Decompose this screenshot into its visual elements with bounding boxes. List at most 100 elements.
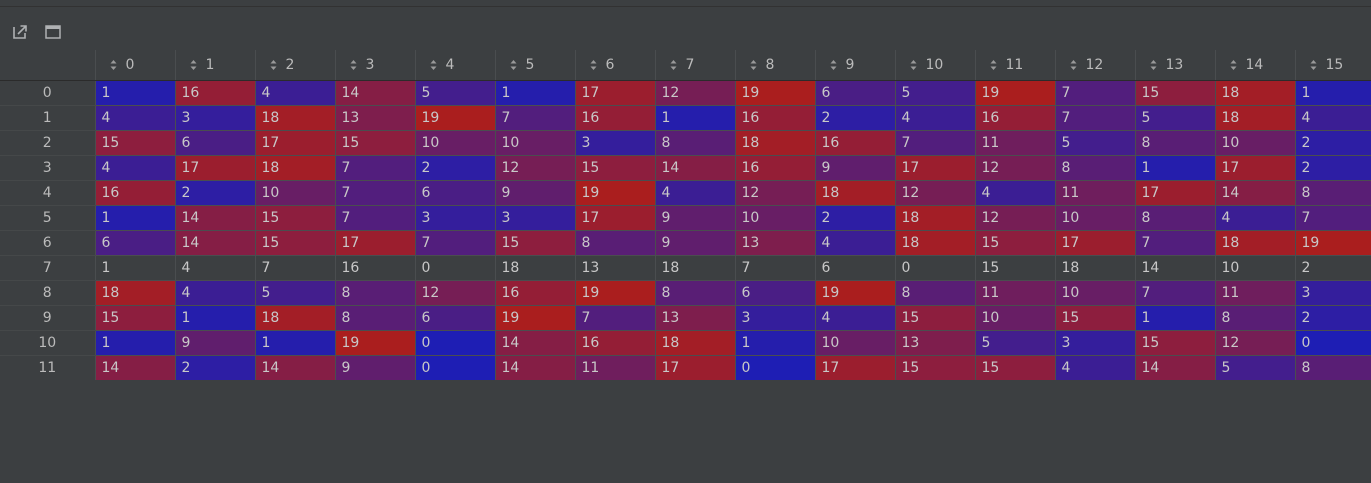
table-cell[interactable]: 4 — [1295, 105, 1371, 131]
table-cell[interactable]: 19 — [495, 305, 576, 331]
table-cell[interactable]: 15 — [1135, 80, 1216, 106]
table-cell[interactable]: 10 — [815, 330, 896, 356]
table-cell[interactable]: 3 — [575, 130, 656, 156]
column-header-0[interactable]: 0 — [95, 50, 176, 81]
column-header-10[interactable]: 10 — [895, 50, 976, 81]
table-cell[interactable]: 6 — [415, 305, 496, 331]
table-row[interactable]: 0 1 16 4 14 5 1 17 12 19 6 5 19 7 15 18 1 — [0, 80, 1371, 106]
table-cell[interactable]: 14 — [1135, 355, 1216, 380]
table-cell[interactable]: 18 — [655, 255, 736, 281]
row-header[interactable]: 1 — [0, 105, 96, 131]
table-cell[interactable]: 16 — [575, 330, 656, 356]
table-cell[interactable]: 9 — [495, 180, 576, 206]
table-cell[interactable]: 4 — [1055, 355, 1136, 380]
row-header[interactable]: 6 — [0, 230, 96, 256]
table-cell[interactable]: 10 — [255, 180, 336, 206]
table-cell[interactable]: 7 — [335, 180, 416, 206]
table-cell[interactable]: 18 — [1215, 105, 1296, 131]
table-cell[interactable]: 17 — [575, 80, 656, 106]
table-cell[interactable]: 17 — [1055, 230, 1136, 256]
sort-icon[interactable] — [270, 59, 277, 71]
table-cell[interactable]: 19 — [1295, 230, 1371, 256]
table-cell[interactable]: 9 — [175, 330, 256, 356]
table-cell[interactable]: 1 — [735, 330, 816, 356]
column-header-14[interactable]: 14 — [1215, 50, 1296, 81]
row-header[interactable]: 8 — [0, 280, 96, 306]
table-cell[interactable]: 12 — [735, 180, 816, 206]
table-cell[interactable]: 8 — [1295, 180, 1371, 206]
table-cell[interactable]: 8 — [1135, 205, 1216, 231]
table-cell[interactable]: 8 — [1055, 155, 1136, 181]
table-cell[interactable]: 15 — [255, 205, 336, 231]
table-cell[interactable]: 13 — [895, 330, 976, 356]
table-cell[interactable]: 19 — [975, 80, 1056, 106]
table-cell[interactable]: 10 — [495, 130, 576, 156]
table-cell[interactable]: 17 — [255, 130, 336, 156]
table-row[interactable]: 9 15 1 18 8 6 19 7 13 3 4 15 10 15 1 8 2 — [0, 305, 1371, 331]
table-cell[interactable]: 19 — [575, 280, 656, 306]
table-cell[interactable]: 18 — [95, 280, 176, 306]
table-cell[interactable]: 14 — [1215, 180, 1296, 206]
table-cell[interactable]: 18 — [495, 255, 576, 281]
table-cell[interactable]: 7 — [495, 105, 576, 131]
table-cell[interactable]: 4 — [655, 180, 736, 206]
sort-icon[interactable] — [1230, 59, 1237, 71]
table-cell[interactable]: 11 — [1055, 180, 1136, 206]
column-header-7[interactable]: 7 — [655, 50, 736, 81]
table-cell[interactable]: 8 — [575, 230, 656, 256]
table-cell[interactable]: 4 — [175, 255, 256, 281]
table-cell[interactable]: 7 — [335, 155, 416, 181]
column-header-8[interactable]: 8 — [735, 50, 816, 81]
table-cell[interactable]: 16 — [95, 180, 176, 206]
table-cell[interactable]: 15 — [95, 305, 176, 331]
table-cell[interactable]: 1 — [95, 255, 176, 281]
table-cell[interactable]: 5 — [415, 80, 496, 106]
table-cell[interactable]: 18 — [655, 330, 736, 356]
table-cell[interactable]: 2 — [1295, 155, 1371, 181]
table-cell[interactable]: 6 — [175, 130, 256, 156]
table-cell[interactable]: 17 — [1215, 155, 1296, 181]
sort-icon[interactable] — [430, 59, 437, 71]
table-cell[interactable]: 18 — [255, 155, 336, 181]
table-cell[interactable]: 16 — [495, 280, 576, 306]
table-cell[interactable]: 19 — [815, 280, 896, 306]
table-row[interactable]: 2 15 6 17 15 10 10 3 8 18 16 7 11 5 8 10 2 — [0, 130, 1371, 156]
table-cell[interactable]: 9 — [335, 355, 416, 380]
table-cell[interactable]: 2 — [815, 105, 896, 131]
table-cell[interactable]: 15 — [95, 130, 176, 156]
table-cell[interactable]: 11 — [975, 130, 1056, 156]
table-cell[interactable]: 15 — [575, 155, 656, 181]
table-cell[interactable]: 15 — [1055, 305, 1136, 331]
column-header-1[interactable]: 1 — [175, 50, 256, 81]
table-cell[interactable]: 5 — [1135, 105, 1216, 131]
table-cell[interactable]: 10 — [1055, 205, 1136, 231]
table-cell[interactable]: 1 — [1135, 305, 1216, 331]
maximize-button[interactable] — [41, 20, 65, 44]
table-cell[interactable]: 7 — [1135, 230, 1216, 256]
table-cell[interactable]: 12 — [975, 205, 1056, 231]
table-cell[interactable]: 10 — [975, 305, 1056, 331]
table-cell[interactable]: 1 — [255, 330, 336, 356]
table-cell[interactable]: 5 — [1055, 130, 1136, 156]
table-cell[interactable]: 12 — [655, 80, 736, 106]
table-cell[interactable]: 19 — [735, 80, 816, 106]
table-cell[interactable]: 17 — [1135, 180, 1216, 206]
table-cell[interactable]: 1 — [1295, 80, 1371, 106]
row-header[interactable]: 4 — [0, 180, 96, 206]
table-cell[interactable]: 2 — [175, 180, 256, 206]
table-cell[interactable]: 16 — [735, 105, 816, 131]
table-cell[interactable]: 18 — [255, 105, 336, 131]
sort-icon[interactable] — [910, 59, 917, 71]
table-row[interactable]: 4 16 2 10 7 6 9 19 4 12 18 12 4 11 17 14 8 — [0, 180, 1371, 206]
table-cell[interactable]: 1 — [655, 105, 736, 131]
table-cell[interactable]: 6 — [815, 255, 896, 281]
table-cell[interactable]: 1 — [95, 80, 176, 106]
table-cell[interactable]: 7 — [1055, 80, 1136, 106]
table-cell[interactable]: 14 — [1135, 255, 1216, 281]
table-cell[interactable]: 0 — [415, 355, 496, 380]
sort-icon[interactable] — [670, 59, 677, 71]
table-cell[interactable]: 10 — [1215, 130, 1296, 156]
table-cell[interactable]: 14 — [335, 80, 416, 106]
sort-icon[interactable] — [350, 59, 357, 71]
table-cell[interactable]: 1 — [1135, 155, 1216, 181]
